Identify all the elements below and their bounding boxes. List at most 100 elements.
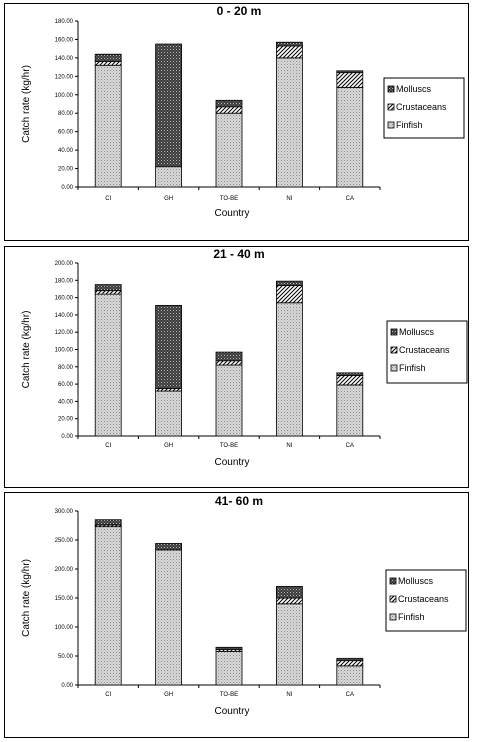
y-tick-label: 140.00 xyxy=(55,56,74,62)
bar-segment-to-be-finfish xyxy=(215,364,243,437)
bar-segment-gh-finfish xyxy=(155,166,183,188)
bar-segment-ci-finfish xyxy=(94,64,122,188)
legend-label-molluscs: Molluscs xyxy=(396,84,432,94)
legend-label-finfish: Finfish xyxy=(399,363,426,373)
category-label-ci: CI xyxy=(105,692,111,698)
bar-segment-ca-molluscs xyxy=(336,70,364,74)
bar-segment-to-be-finfish xyxy=(215,650,243,686)
bar-segment-to-be-finfish xyxy=(215,112,243,188)
bar-segment-gh-finfish xyxy=(155,390,183,437)
bar-segment-gh-molluscs xyxy=(155,304,183,389)
y-tick-label: 80.00 xyxy=(58,365,74,371)
chart-panel-0-20m: 0 - 20 m 0.00 20.00 40.00 60.00 80.00 100.00 12… xyxy=(4,3,469,241)
category-label-gh: GH xyxy=(164,692,173,698)
bar-segment-ni-finfish xyxy=(275,302,303,437)
category-label-to-be: TO-BE xyxy=(220,196,238,202)
chart-title: 21 - 40 m xyxy=(213,247,264,261)
legend-label-crustaceans: Crustaceans xyxy=(399,345,450,355)
y-axis-label: Catch rate (kg/hr) xyxy=(21,311,32,389)
category-label-ci: CI xyxy=(105,443,111,449)
legend-label-crustaceans: Crustaceans xyxy=(398,594,449,604)
y-tick-label: 160.00 xyxy=(55,296,74,302)
bar-segment-ca-finfish xyxy=(336,384,364,437)
y-tick-label: 50.00 xyxy=(58,654,74,660)
legend-label-finfish: Finfish xyxy=(398,612,425,622)
bar-segment-gh-finfish xyxy=(155,549,183,686)
y-tick-label: 60.00 xyxy=(58,130,74,136)
chart-0-20m: 0 - 20 m 0.00 20.00 40.00 60.00 80.00 100.00 12… xyxy=(21,4,465,219)
x-axis-label: Country xyxy=(214,706,249,717)
bar-segment-gh-molluscs xyxy=(155,43,183,168)
category-label-ca: CA xyxy=(346,692,354,698)
category-label-ca: CA xyxy=(346,196,354,202)
y-tick-label: 140.00 xyxy=(55,313,74,319)
chart-panel-41-60m: 41- 60 m 0.00 50.00 100.00 150.00 200.00 250.0… xyxy=(4,492,469,738)
y-tick-label: 40.00 xyxy=(58,399,74,405)
y-tick-label: 0.00 xyxy=(61,185,73,191)
bar-segment-ni-finfish xyxy=(275,603,303,686)
chart-title: 41- 60 m xyxy=(215,494,263,508)
bar-segment-ni-molluscs xyxy=(275,280,303,286)
category-label-to-be: TO-BE xyxy=(220,443,238,449)
bar-segment-ni-molluscs xyxy=(275,586,303,599)
y-axis-label: Catch rate (kg/hr) xyxy=(21,65,32,143)
y-tick-label: 80.00 xyxy=(58,111,74,117)
bar-segment-ci-molluscs xyxy=(94,519,122,526)
category-label-gh: GH xyxy=(164,443,173,449)
bar-segment-ca-finfish xyxy=(336,87,364,188)
bar-segment-ci-finfish xyxy=(94,293,122,437)
y-tick-label: 180.00 xyxy=(55,278,74,284)
bar-segment-gh-molluscs xyxy=(155,543,183,551)
bar-segment-ca-crustaceans xyxy=(336,72,364,88)
legend-label-molluscs: Molluscs xyxy=(399,327,435,337)
bar-segment-ni-finfish xyxy=(275,57,303,188)
category-label-ni: NI xyxy=(286,196,292,202)
category-label-to-be: TO-BE xyxy=(220,692,238,698)
y-tick-label: 100.00 xyxy=(55,348,74,354)
y-tick-label: 120.00 xyxy=(55,330,74,336)
y-tick-label: 40.00 xyxy=(58,148,74,154)
y-axis-label: Catch rate (kg/hr) xyxy=(21,559,32,637)
y-tick-label: 150.00 xyxy=(55,596,74,602)
y-tick-label: 0.00 xyxy=(61,434,73,440)
y-tick-label: 200.00 xyxy=(55,261,74,267)
chart-21-40m: 21 - 40 m 0.00 20.00 40.00 60.00 80.00 100.00 1… xyxy=(21,247,468,468)
legend-swatch-crustaceans xyxy=(389,595,397,603)
y-tick-label: 0.00 xyxy=(61,683,73,689)
legend-label-molluscs: Molluscs xyxy=(398,576,434,586)
chart-41-60m: 41- 60 m 0.00 50.00 100.00 150.00 200.00 250.0… xyxy=(21,494,467,717)
bar-segment-ca-molluscs xyxy=(336,657,364,662)
legend-label-crustaceans: Crustaceans xyxy=(396,102,447,112)
bar-segment-ca-molluscs xyxy=(336,372,364,376)
bar-segment-ci-crustaceans xyxy=(94,61,122,66)
x-axis-label: Country xyxy=(214,457,249,468)
legend-swatch-molluscs xyxy=(389,577,397,585)
legend-swatch-crustaceans xyxy=(387,103,395,111)
y-tick-label: 180.00 xyxy=(55,19,74,25)
legend-swatch-finfish xyxy=(390,364,398,372)
y-tick-label: 20.00 xyxy=(58,167,74,173)
legend-swatch-crustaceans xyxy=(390,346,398,354)
category-label-ni: NI xyxy=(286,692,292,698)
y-tick-label: 60.00 xyxy=(58,382,74,388)
category-label-gh: GH xyxy=(164,196,173,202)
y-tick-label: 100.00 xyxy=(55,625,74,631)
legend-swatch-finfish xyxy=(387,121,395,129)
category-label-ca: CA xyxy=(346,443,354,449)
chart-panel-21-40m: 21 - 40 m 0.00 20.00 40.00 60.00 80.00 100.00 1… xyxy=(4,246,469,488)
bar-segment-ni-crustaceans xyxy=(275,45,303,59)
bar-segment-ca-crustaceans xyxy=(336,660,364,667)
legend-swatch-molluscs xyxy=(387,85,395,93)
legend-box xyxy=(385,569,467,632)
bar-segment-ca-finfish xyxy=(336,665,364,686)
bar-segment-ni-crustaceans xyxy=(275,285,303,304)
category-label-ni: NI xyxy=(286,443,292,449)
bar-segment-ci-molluscs xyxy=(94,284,122,292)
bar-segment-to-be-crustaceans xyxy=(215,106,243,114)
bar-segment-ni-molluscs xyxy=(275,41,303,47)
y-tick-label: 250.00 xyxy=(55,538,74,544)
bar-segment-to-be-molluscs xyxy=(215,99,243,108)
y-tick-label: 300.00 xyxy=(55,509,74,515)
bar-segment-ni-crustaceans xyxy=(275,597,303,605)
category-label-ci: CI xyxy=(105,196,111,202)
